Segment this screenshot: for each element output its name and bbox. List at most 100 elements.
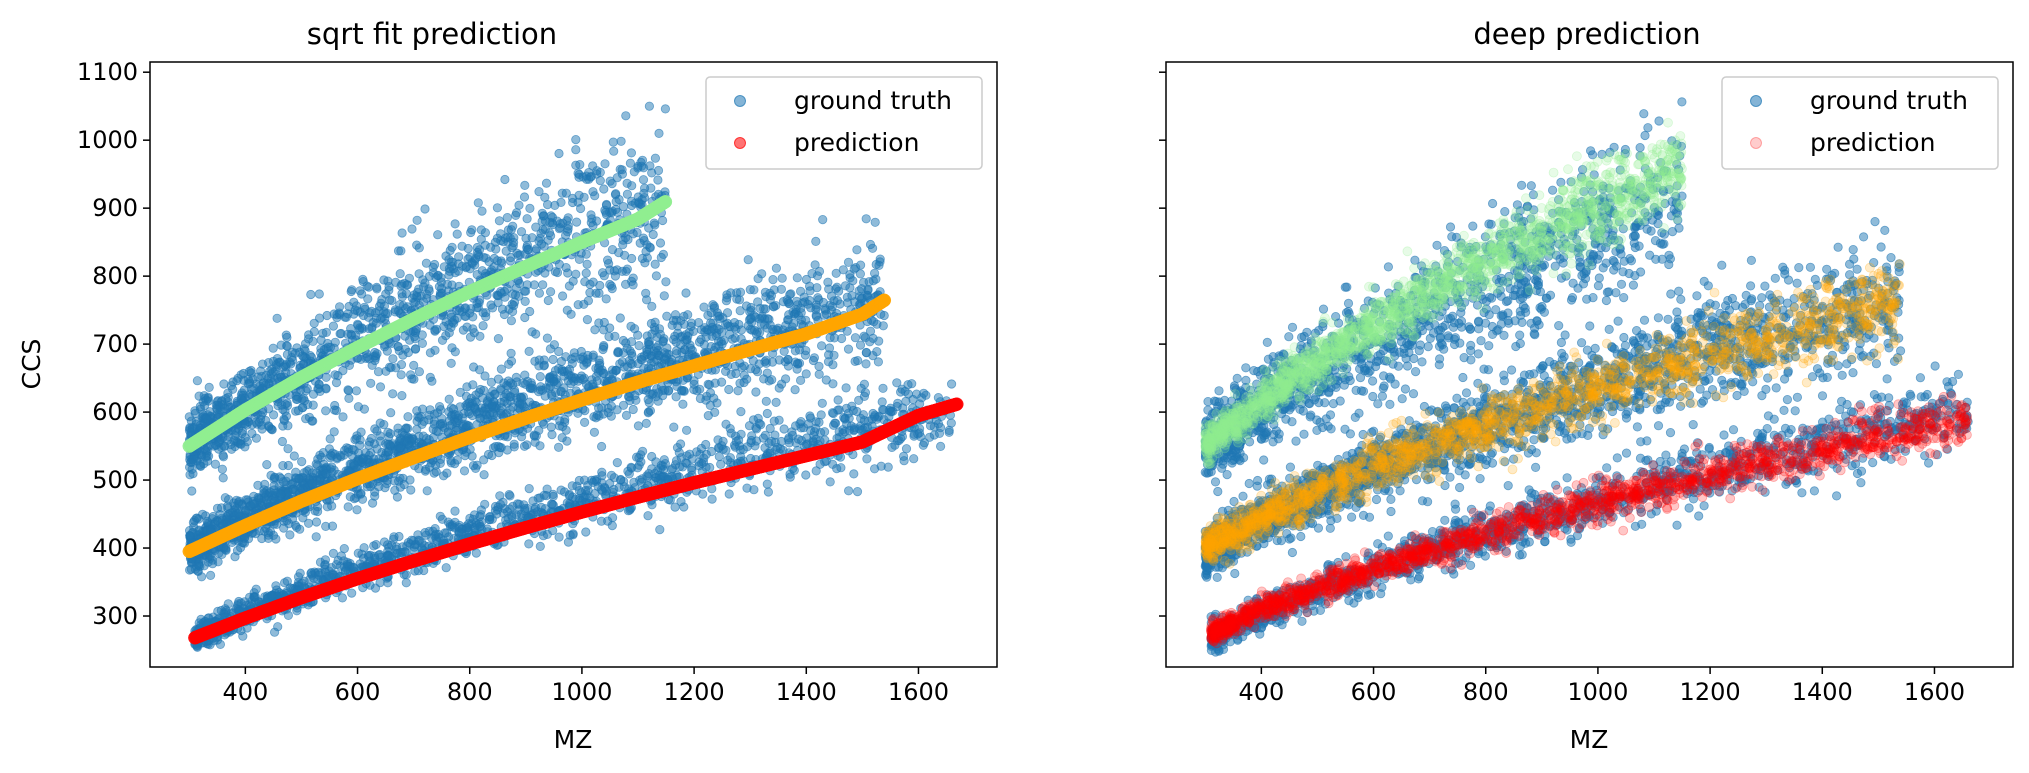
ground-truth-point — [524, 397, 535, 407]
ground-truth-point — [571, 160, 581, 170]
ground-truth-point — [327, 462, 337, 472]
ground-truth-point — [642, 240, 652, 250]
ground-truth-point — [615, 475, 626, 485]
ground-truth-point — [293, 405, 303, 416]
ground-truth-point — [850, 333, 861, 343]
ground-truth-point — [636, 477, 646, 487]
ground-truth-point — [839, 412, 849, 423]
ground-truth-point — [814, 361, 824, 371]
ground-truth-point — [261, 370, 271, 380]
ground-truth-point — [647, 301, 657, 311]
ground-truth-point — [753, 297, 763, 307]
ground-truth-point — [830, 418, 840, 428]
ground-truth-point — [534, 187, 544, 197]
ground-truth-point — [604, 331, 614, 342]
ground-truth-point — [784, 299, 794, 309]
ground-truth-point — [367, 360, 377, 370]
ground-truth-point — [248, 499, 258, 509]
ground-truth-point — [262, 459, 272, 470]
ground-truth-point — [670, 310, 681, 320]
ground-truth-point — [427, 533, 437, 543]
ground-truth-point — [401, 578, 411, 588]
ground-truth-point — [282, 576, 292, 586]
ground-truth-point — [588, 187, 598, 197]
ground-truth-point — [887, 442, 897, 452]
ground-truth-point — [825, 477, 835, 487]
ground-truth-point — [603, 516, 613, 526]
ground-truth-point — [471, 397, 481, 407]
ground-truth-point — [574, 485, 585, 496]
ground-truth-point — [525, 306, 535, 317]
ground-truth-point — [804, 295, 815, 306]
ground-truth-point — [687, 454, 697, 464]
ground-truth-point — [234, 499, 244, 509]
ground-truth-point — [219, 379, 229, 389]
ground-truth-point — [678, 385, 689, 396]
ground-truth-point — [531, 329, 541, 339]
ground-truth-point — [371, 313, 382, 323]
ground-truth-point — [506, 348, 516, 358]
ground-truth-point — [384, 281, 394, 292]
ground-truth-point — [754, 418, 764, 429]
ground-truth-point — [671, 392, 681, 402]
ground-truth-point — [278, 460, 288, 471]
ground-truth-point — [413, 566, 423, 576]
ground-truth-point — [475, 413, 486, 423]
ground-truth-point — [344, 393, 354, 403]
ground-truth-point — [872, 346, 882, 357]
ground-truth-point — [185, 530, 195, 541]
ground-truth-point — [489, 253, 499, 264]
ground-truth-point — [525, 203, 535, 213]
ground-truth-point — [681, 288, 691, 298]
ground-truth-point — [836, 333, 847, 344]
ground-truth-point — [621, 410, 632, 420]
ground-truth-point — [297, 456, 307, 467]
ground-truth-point — [506, 356, 517, 366]
ground-truth-point — [224, 494, 234, 505]
ground-truth-point — [621, 111, 631, 121]
ground-truth-point — [478, 321, 488, 331]
ground-truth-point — [524, 539, 534, 549]
ground-truth-point — [195, 561, 205, 572]
ground-truth-point — [322, 502, 332, 512]
ground-truth-point — [194, 526, 204, 536]
ground-truth-point — [480, 499, 490, 509]
ground-truth-point — [457, 307, 467, 317]
ground-truth-point — [353, 548, 363, 558]
ground-truth-point — [716, 459, 726, 469]
ground-truth-point — [472, 303, 482, 313]
ground-truth-point — [746, 314, 756, 324]
ground-truth-point — [574, 254, 585, 264]
ground-truth-point — [387, 295, 397, 306]
ground-truth-point — [622, 362, 633, 372]
ground-truth-point — [506, 252, 516, 263]
ground-truth-point — [683, 310, 693, 320]
ground-truth-point — [526, 378, 536, 388]
ground-truth-point — [612, 457, 622, 468]
ground-truth-point — [586, 172, 596, 182]
ground-truth-point — [670, 331, 680, 341]
ground-truth-point — [660, 458, 670, 469]
subplot-sqrt-fit: sqrt fit prediction 400 600 800 1000 1200 140… — [17, 17, 998, 754]
ground-truth-point — [506, 316, 516, 326]
ground-truth-point — [447, 419, 457, 429]
ground-truth-point — [768, 274, 778, 285]
ground-truth-point — [355, 489, 366, 499]
ground-truth-point — [418, 282, 429, 292]
ground-truth-point — [223, 503, 233, 513]
ground-truth-point — [338, 412, 348, 422]
ground-truth-point — [727, 334, 738, 344]
ground-truth-point — [739, 377, 749, 388]
ground-truth-point — [544, 228, 555, 238]
ground-truth-point — [358, 274, 368, 284]
ground-truth-point — [831, 268, 841, 278]
ground-truth-point — [554, 148, 564, 159]
ground-truth-point — [638, 175, 649, 185]
ground-truth-point — [855, 340, 866, 350]
ground-truth-point — [355, 559, 365, 569]
ground-truth-point — [328, 321, 338, 331]
ground-truth-point — [354, 325, 364, 335]
ground-truth-point — [624, 469, 634, 479]
ground-truth-point — [196, 461, 206, 471]
ground-truth-point — [714, 451, 724, 462]
